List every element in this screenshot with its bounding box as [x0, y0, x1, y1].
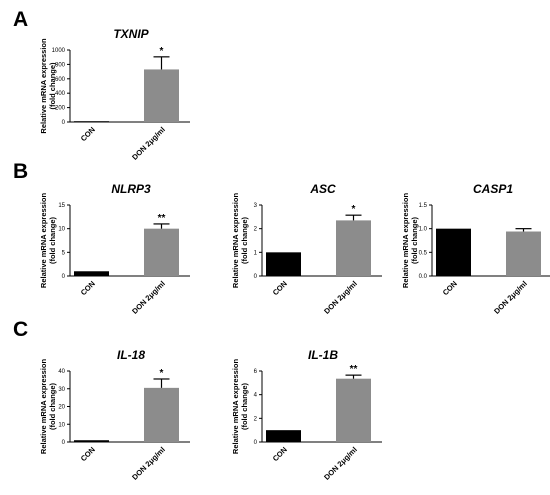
y-axis-label-line: Relative mRNA expression [401, 193, 410, 289]
y-tick-label: 0 [62, 120, 66, 126]
y-tick-label: 1 [254, 250, 258, 256]
y-tick-label: 1.0 [419, 227, 428, 233]
y-tick-label: 200 [55, 106, 66, 112]
significance-marker: * [352, 204, 356, 215]
x-category-label: DON 2μg/ml [130, 125, 167, 162]
x-category-label: CON [79, 279, 97, 297]
y-axis-label: Relative mRNA expression(fold change) [401, 193, 419, 289]
panel-letter-c: C [13, 318, 28, 341]
y-tick-label: 4 [254, 393, 258, 399]
y-tick-label: 0 [62, 440, 66, 446]
significance-marker: * [160, 368, 164, 379]
y-axis-label-line: Relative mRNA expression [39, 193, 48, 289]
bar-con [266, 430, 301, 442]
y-tick-label: 0 [254, 440, 258, 446]
y-axis-label-line: Relative mRNA expression [39, 38, 48, 134]
y-axis-label: Relative mRNA expression(fold change) [231, 359, 249, 455]
y-tick-label: 0 [62, 274, 66, 280]
y-tick-label: 20 [58, 405, 65, 411]
y-tick-label: 10 [58, 227, 65, 233]
y-tick-label: 2 [254, 416, 258, 422]
y-axis-label-line: (fold change) [48, 62, 57, 110]
bar-con [74, 271, 109, 276]
chart-il-1b: IL-1B Relative mRNA expression(fold chang… [231, 348, 382, 482]
x-category-label: CON [441, 279, 459, 297]
significance-marker: ** [350, 364, 358, 375]
x-category-label: CON [271, 279, 289, 297]
y-tick-label: 30 [58, 387, 65, 393]
significance-marker: ** [158, 213, 166, 224]
bar-don [144, 387, 179, 442]
x-category-label: DON 2μg/ml [130, 445, 167, 482]
x-category-label: DON 2μg/ml [322, 445, 359, 482]
y-axis-label: Relative mRNA expression(fold change) [39, 193, 57, 289]
y-axis-label-line: (fold change) [240, 382, 249, 430]
x-category-label: DON 2μg/ml [130, 279, 167, 316]
chart-title: IL-1B [308, 348, 338, 362]
y-tick-label: 15 [58, 203, 65, 209]
y-axis-label-line: Relative mRNA expression [39, 359, 48, 455]
chart-asc: ASC Relative mRNA expression(fold change)… [231, 182, 382, 316]
bar-con [436, 228, 471, 276]
y-tick-label: 5 [62, 250, 66, 256]
y-tick-label: 1.5 [419, 203, 428, 209]
y-tick-label: 400 [55, 91, 66, 97]
chart-il-18: IL-18 Relative mRNA expression(fold chang… [39, 348, 190, 482]
chart-casp1: CASP1 Relative mRNA expression(fold chang… [401, 182, 550, 316]
y-axis-label: Relative mRNA expression(fold change) [231, 193, 249, 289]
y-tick-label: 3 [254, 203, 258, 209]
y-tick-label: 1000 [52, 48, 66, 54]
y-tick-label: 2 [254, 227, 258, 233]
y-axis-label-line: (fold change) [410, 216, 419, 264]
y-tick-label: 0.5 [419, 250, 428, 256]
chart-nlrp3: NLRP3 Relative mRNA expression(fold chang… [39, 182, 190, 316]
chart-txnip: TXNIP Relative mRNA expression(fold chang… [39, 27, 190, 162]
y-tick-label: 10 [58, 422, 65, 428]
x-category-label: DON 2μg/ml [322, 279, 359, 316]
bar-don [144, 69, 179, 122]
bar-don [336, 220, 371, 276]
chart-title: NLRP3 [111, 182, 151, 196]
bar-don [506, 231, 541, 276]
y-axis-label: Relative mRNA expression(fold change) [39, 38, 57, 134]
y-axis-label-line: (fold change) [48, 216, 57, 264]
y-tick-label: 0 [254, 274, 258, 280]
panel-letter-a: A [13, 8, 28, 31]
bar-don [144, 228, 179, 276]
y-axis-label-line: (fold change) [240, 216, 249, 264]
y-axis-label-line: (fold change) [48, 382, 57, 430]
bar-con [266, 252, 301, 276]
y-tick-label: 40 [58, 369, 65, 375]
y-tick-label: 6 [254, 369, 258, 375]
x-category-label: CON [271, 445, 289, 463]
chart-title: CASP1 [473, 182, 513, 196]
y-axis-label-line: Relative mRNA expression [231, 193, 240, 289]
significance-marker: * [160, 46, 164, 57]
y-tick-label: 800 [55, 62, 66, 68]
y-tick-label: 0.0 [419, 274, 428, 280]
panel-letter-b: B [13, 160, 28, 183]
bar-con [74, 440, 109, 442]
y-axis-label: Relative mRNA expression(fold change) [39, 359, 57, 455]
x-category-label: CON [79, 445, 97, 463]
bar-con [74, 121, 109, 122]
y-tick-label: 600 [55, 77, 66, 83]
chart-title: TXNIP [113, 27, 149, 41]
chart-title: ASC [309, 182, 336, 196]
bar-don [336, 378, 371, 442]
x-category-label: DON 2μg/ml [492, 279, 529, 316]
x-category-label: CON [79, 125, 97, 143]
y-axis-label-line: Relative mRNA expression [231, 359, 240, 455]
chart-title: IL-18 [117, 348, 145, 362]
